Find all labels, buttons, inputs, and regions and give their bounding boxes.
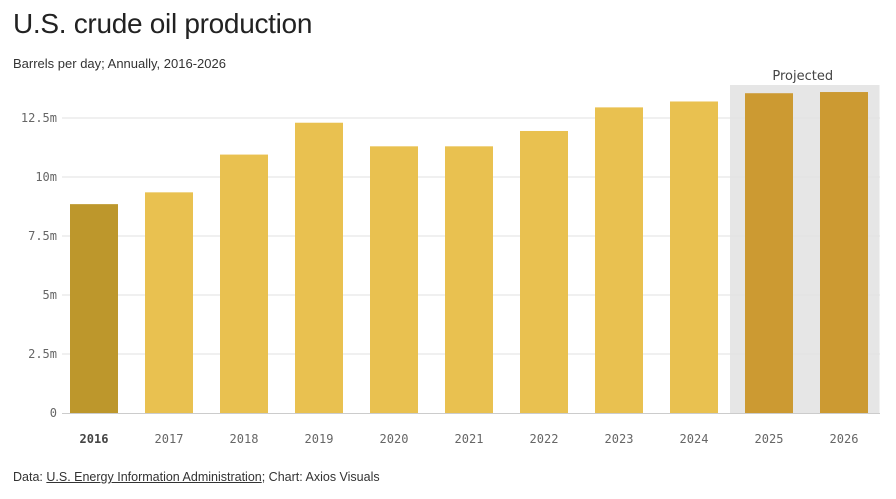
bar-2020 [370,146,418,413]
x-tick-label: 2017 [155,432,184,446]
bar-layer [70,92,868,414]
bar-2024 [670,101,718,413]
bar-2017 [145,192,193,413]
bar-2021 [445,146,493,413]
x-tick-label: 2026 [830,432,859,446]
bar-2026 [820,92,868,413]
bar-2016 [70,204,118,413]
source-link[interactable]: U.S. Energy Information Administration [46,470,262,484]
x-tick-label: 2019 [305,432,334,446]
bar-2019 [295,122,343,413]
bar-2022 [520,130,568,414]
x-tick-label: 2025 [755,432,784,446]
bar-2025 [745,93,793,413]
x-tick-label: 2020 [380,432,409,446]
x-tick-label: 2023 [605,432,634,446]
y-tick-label: 10m [35,170,57,184]
footer-prefix: Data: [13,470,47,484]
x-axis-ticks: 2016 2017 2018 2019 2020 2021 2022 2023 2024 2025… [80,432,859,446]
x-tick-label: 2021 [455,432,484,446]
projected-label: Projected [772,69,833,84]
chart-footer: Data: U.S. Energy Information Administra… [13,470,380,484]
chart-subtitle: Barrels per day; Annually, 2016-2026 [13,56,226,71]
bar-2018 [220,154,268,413]
x-tick-label: 2018 [230,432,259,446]
page-title: U.S. crude oil production [13,8,313,39]
x-tick-label: 2016 [80,432,109,446]
bar-2023 [595,107,643,413]
footer-suffix: ; Chart: Axios Visuals [261,470,380,484]
y-axis-ticks: 0 2.5m 5m 7.5m 10m 12.5m [21,111,57,420]
x-tick-label: 2024 [680,432,709,446]
y-tick-label: 5m [43,288,57,302]
y-tick-label: 0 [50,406,57,420]
y-tick-label: 7.5m [28,229,57,243]
x-tick-label: 2022 [530,432,559,446]
y-tick-label: 12.5m [21,111,57,125]
y-tick-label: 2.5m [28,347,57,361]
